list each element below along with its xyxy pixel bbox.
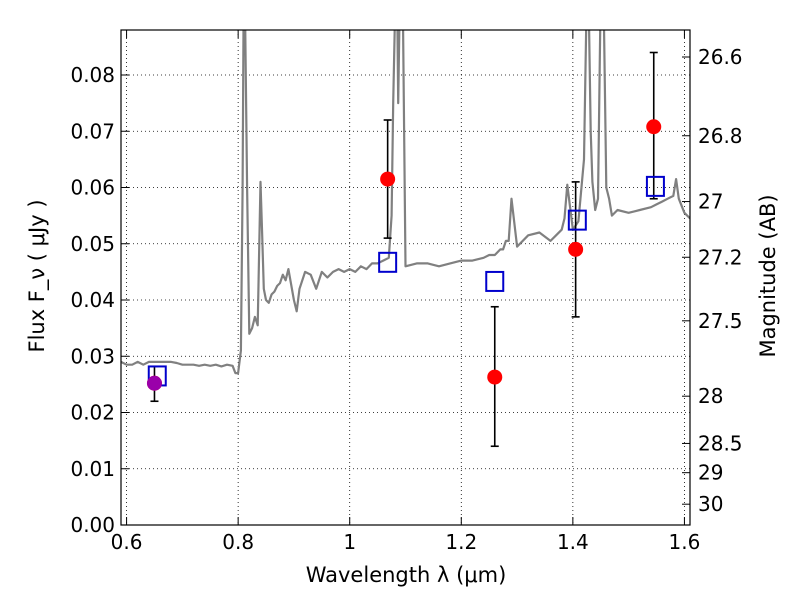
overlap-point xyxy=(146,375,162,391)
flux-point xyxy=(487,369,503,385)
x-tick-label: 0.6 xyxy=(111,530,143,554)
model-square xyxy=(645,175,665,197)
plot-layer xyxy=(121,30,690,448)
x-tick-label: 0.8 xyxy=(222,530,254,554)
flux-point xyxy=(646,119,662,135)
x-tick-label: 1 xyxy=(343,530,356,554)
spectrum-line xyxy=(121,30,690,375)
y2-tick-label: 28.5 xyxy=(698,431,743,455)
y2-tick-label: 26.6 xyxy=(698,45,743,69)
y2-tick-label: 30 xyxy=(698,492,723,516)
model-square xyxy=(485,270,505,292)
model-square xyxy=(378,251,398,273)
y2-axis-label: Magnitude (AB) xyxy=(756,194,780,357)
x-tick-label: 1.4 xyxy=(557,530,589,554)
y2-tick-label: 29 xyxy=(698,461,723,485)
x-axis-label: Wavelength λ (μm) xyxy=(306,563,507,587)
y-tick-label: 0.01 xyxy=(70,457,115,481)
model-square xyxy=(567,209,587,231)
y-tick-label: 0.07 xyxy=(70,119,115,143)
x-tick-label: 1.2 xyxy=(445,530,477,554)
plot-frame xyxy=(120,29,691,526)
y-tick-label: 0.03 xyxy=(70,344,115,368)
y2-tick-label: 27 xyxy=(698,190,723,214)
y2-tick-label: 27.2 xyxy=(698,245,743,269)
flux-point xyxy=(568,241,584,257)
y-axis-label: Flux F_ν ( μJy ) xyxy=(25,199,50,352)
y-tick-label: 0.02 xyxy=(70,401,115,425)
y2-tick-label: 27.5 xyxy=(698,309,743,333)
tick-layer: 0.6 0.8 1 1.2 1.4 1.6 0.00 0.01 0.02 0.03 0.04 0.05… xyxy=(70,30,743,554)
x-tick-label: 1.6 xyxy=(669,530,701,554)
y-tick-label: 0.00 xyxy=(70,513,115,537)
y-tick-label: 0.06 xyxy=(70,176,115,200)
flux-point xyxy=(380,171,396,187)
y-tick-label: 0.04 xyxy=(70,288,115,312)
y-tick-label: 0.08 xyxy=(70,63,115,87)
y2-tick-label: 26.8 xyxy=(698,124,743,148)
y-tick-label: 0.05 xyxy=(70,232,115,256)
y2-tick-label: 28 xyxy=(698,384,723,408)
